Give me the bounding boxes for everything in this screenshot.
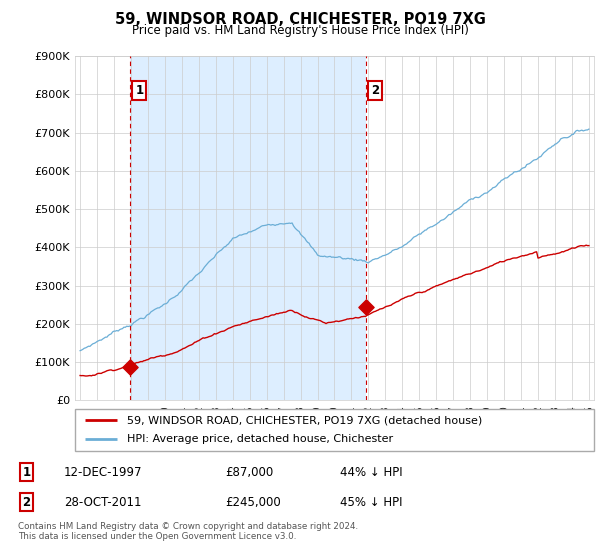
Text: 2: 2 — [371, 84, 379, 97]
Text: This data is licensed under the Open Government Licence v3.0.: This data is licensed under the Open Gov… — [18, 532, 296, 541]
Text: £87,000: £87,000 — [225, 465, 274, 479]
Bar — [130, 56, 365, 400]
Text: Contains HM Land Registry data © Crown copyright and database right 2024.: Contains HM Land Registry data © Crown c… — [18, 522, 358, 531]
Text: 45% ↓ HPI: 45% ↓ HPI — [340, 496, 403, 509]
Point — [125, 363, 135, 372]
Text: 28-OCT-2011: 28-OCT-2011 — [64, 496, 142, 509]
Text: 44% ↓ HPI: 44% ↓ HPI — [340, 465, 403, 479]
Text: 1: 1 — [135, 84, 143, 97]
Text: 59, WINDSOR ROAD, CHICHESTER, PO19 7XG (detached house): 59, WINDSOR ROAD, CHICHESTER, PO19 7XG (… — [127, 415, 482, 425]
Text: HPI: Average price, detached house, Chichester: HPI: Average price, detached house, Chic… — [127, 435, 393, 445]
Text: 2: 2 — [22, 496, 31, 509]
Text: £245,000: £245,000 — [225, 496, 281, 509]
Text: 59, WINDSOR ROAD, CHICHESTER, PO19 7XG: 59, WINDSOR ROAD, CHICHESTER, PO19 7XG — [115, 12, 485, 27]
Point — [361, 302, 370, 311]
FancyBboxPatch shape — [75, 409, 594, 451]
Text: 1: 1 — [22, 465, 31, 479]
Text: Price paid vs. HM Land Registry's House Price Index (HPI): Price paid vs. HM Land Registry's House … — [131, 24, 469, 36]
Text: 12-DEC-1997: 12-DEC-1997 — [64, 465, 142, 479]
